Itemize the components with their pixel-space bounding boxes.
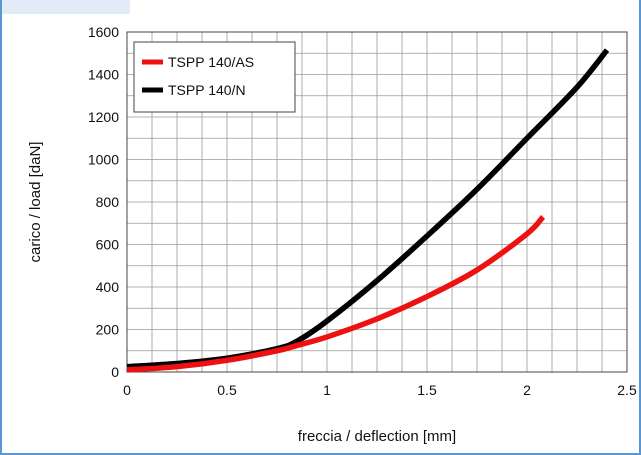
- y-tick-label: 0: [111, 364, 119, 380]
- y-tick-label: 1600: [88, 24, 119, 40]
- legend: TSPP 140/AS TSPP 140/N: [133, 41, 296, 113]
- y-axis-label: carico / load [daN]: [27, 142, 44, 263]
- y-tick-label: 1400: [88, 67, 119, 83]
- y-axis-ticks: 0 200 400 600 800 1000 1200 1400 1600: [88, 24, 119, 380]
- window-tab: [2, 0, 130, 14]
- plot-border: [126, 31, 628, 373]
- y-tick-label: 800: [96, 194, 120, 210]
- y-tick-label: 1200: [88, 109, 119, 125]
- series-layer: [126, 48, 610, 373]
- legend-label-tspp-140-as: TSPP 140/AS: [168, 54, 254, 70]
- y-tick-label: 600: [96, 237, 120, 253]
- y-tick-label: 200: [96, 322, 120, 338]
- x-tick-label: 0: [123, 382, 131, 398]
- legend-label-tspp-140-n: TSPP 140/N: [168, 82, 246, 98]
- y-tick-label: 1000: [88, 152, 119, 168]
- series-line-tspp-140-as: [126, 214, 546, 373]
- x-tick-label: 2: [523, 382, 531, 398]
- x-axis-ticks: 0 0.5 1 1.5 2 2.5: [123, 382, 637, 398]
- x-tick-label: 0.5: [217, 382, 237, 398]
- x-axis-label: freccia / deflection [mm]: [298, 428, 456, 445]
- x-tick-label: 1: [323, 382, 331, 398]
- legend-box: [133, 41, 296, 113]
- y-tick-label: 400: [96, 279, 120, 295]
- x-tick-label: 2.5: [617, 382, 637, 398]
- x-tick-label: 1.5: [417, 382, 437, 398]
